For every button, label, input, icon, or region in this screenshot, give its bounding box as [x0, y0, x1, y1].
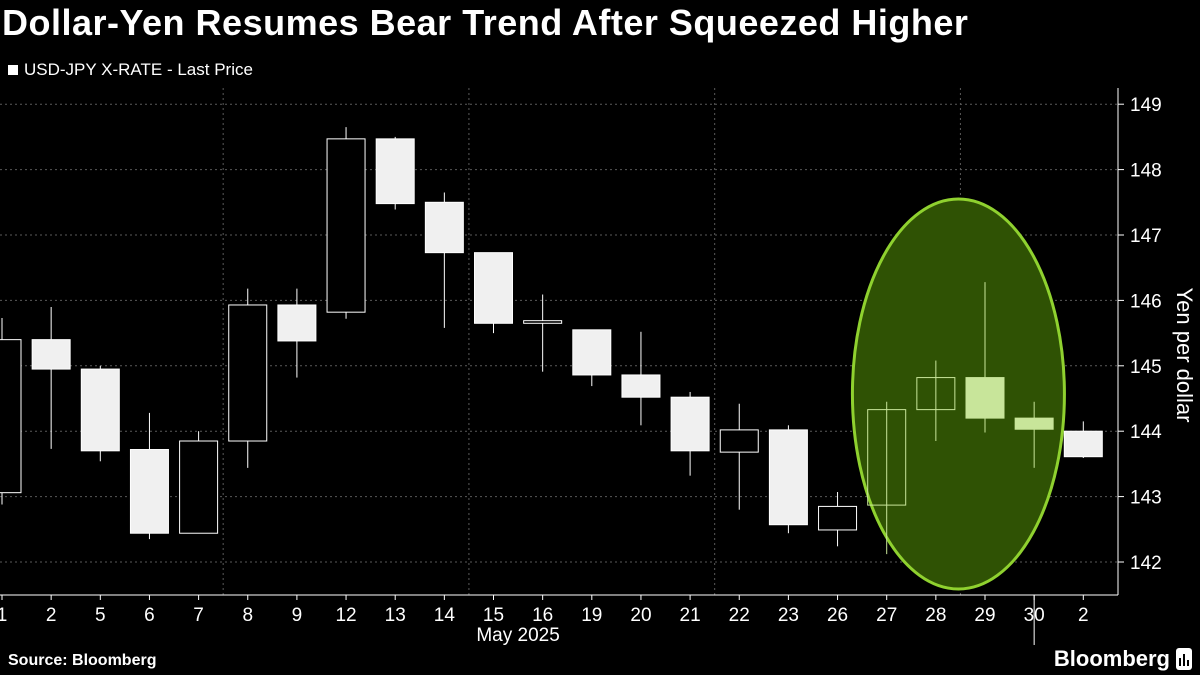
chart-title: Dollar-Yen Resumes Bear Trend After Sque… [2, 2, 969, 43]
candle-body [867, 409, 907, 506]
y-tick-label: 144 [1130, 422, 1162, 443]
candle-body [129, 449, 169, 534]
x-tick-label: 23 [778, 605, 799, 626]
candle-body [768, 429, 808, 526]
x-tick-label: 21 [680, 605, 701, 626]
candle-body [326, 138, 366, 313]
candle-body [80, 368, 120, 452]
candle-body [621, 374, 661, 398]
y-tick-label: 148 [1130, 161, 1162, 182]
candle-body [0, 339, 22, 494]
x-tick-label: 20 [630, 605, 651, 626]
candle-body [719, 429, 759, 453]
x-tick-label: 22 [729, 605, 750, 626]
candle-body [572, 329, 612, 376]
x-tick-label: 12 [335, 605, 356, 626]
y-tick-label: 146 [1130, 291, 1162, 312]
x-tick-label: 13 [385, 605, 406, 626]
candle-body [277, 304, 317, 342]
y-tick-label: 143 [1130, 488, 1162, 509]
candle-body [1014, 417, 1054, 430]
x-tick-label: 29 [974, 605, 995, 626]
candle-body [31, 339, 71, 370]
x-tick-label: 7 [193, 605, 204, 626]
x-tick-label: 16 [532, 605, 553, 626]
source-note: Source: Bloomberg [8, 652, 157, 669]
x-tick-label: 9 [292, 605, 303, 626]
candle-body [523, 320, 563, 324]
x-tick-label: 5 [95, 605, 106, 626]
x-tick-label: 27 [876, 605, 897, 626]
y-tick-label: 147 [1130, 226, 1162, 247]
highlight-ellipse [850, 197, 1066, 591]
candle-body [375, 138, 415, 205]
candle-body [179, 440, 219, 534]
brand: Bloomberg [1054, 646, 1192, 672]
x-tick-label: 8 [242, 605, 253, 626]
bloomberg-chart-icon [1176, 648, 1192, 670]
legend: USD-JPY X-RATE - Last Price [8, 60, 253, 80]
y-tick-label: 149 [1130, 95, 1162, 116]
candle-body [228, 304, 268, 442]
candle-body [474, 252, 513, 324]
x-tick-label: 14 [434, 605, 456, 626]
bloomberg-logo: Bloomberg [1053, 646, 1170, 671]
x-tick-label: 28 [925, 605, 946, 626]
candle-body [1063, 430, 1103, 458]
y-tick-label: 142 [1130, 553, 1162, 574]
candle-body [916, 377, 956, 411]
y-axis-label: Yen per dollar [1172, 288, 1197, 423]
legend-swatch [8, 65, 18, 75]
candle-body [424, 201, 464, 254]
x-tick-label: 2 [46, 605, 57, 626]
candle-body [965, 377, 1005, 419]
x-tick-label: 19 [581, 605, 602, 626]
x-tick-label: 1 [0, 605, 7, 626]
x-tick-label: 2 [1078, 605, 1089, 626]
x-tick-label: 6 [144, 605, 155, 626]
candle-body [670, 396, 710, 452]
candle-body [818, 505, 858, 531]
y-tick-label: 145 [1130, 357, 1162, 378]
legend-label: USD-JPY X-RATE - Last Price [24, 60, 253, 79]
x-axis-label: May 2025 [476, 625, 559, 646]
x-tick-label: 15 [483, 605, 504, 626]
x-tick-label: 26 [827, 605, 848, 626]
